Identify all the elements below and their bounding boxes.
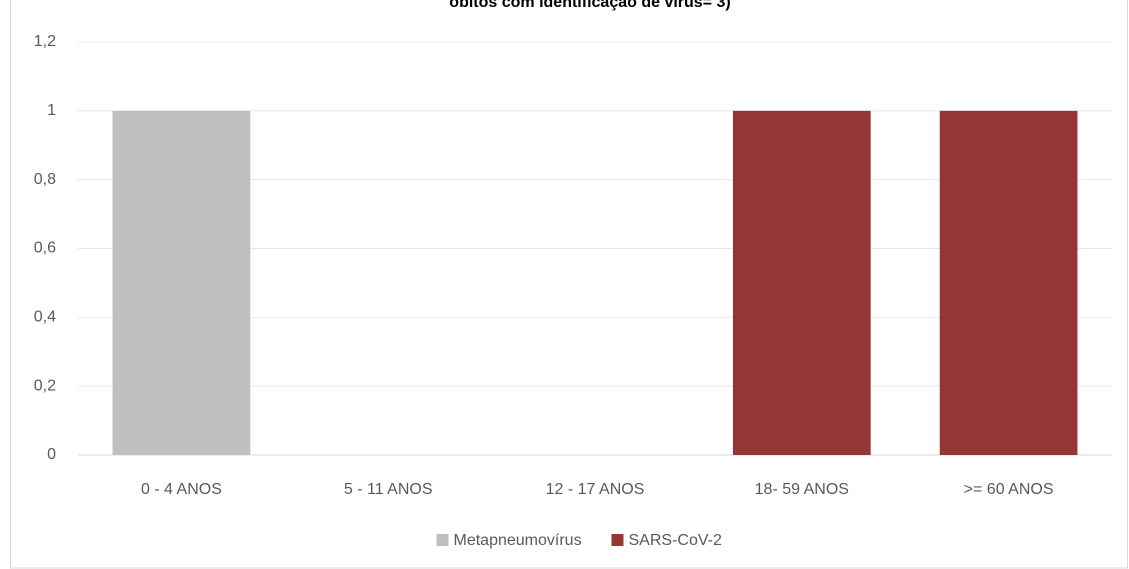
y-tick-label: 0,2	[34, 377, 56, 394]
y-tick-label: 0,4	[34, 309, 56, 326]
bar	[732, 110, 871, 455]
x-tick-label: 18- 59 ANOS	[755, 481, 849, 498]
legend-swatch	[611, 534, 624, 546]
y-tick-label: 1,2	[34, 33, 56, 50]
y-tick-label: 0	[47, 446, 56, 463]
x-tick-label: >= 60 ANOS	[964, 481, 1054, 498]
chart-title: óbitos com identificação de vírus= 3)	[449, 0, 730, 11]
bar	[112, 110, 251, 455]
x-tick-label: 12 - 17 ANOS	[546, 481, 645, 498]
y-tick-label: 0,6	[34, 240, 56, 257]
legend-label: Metapneumovírus	[454, 532, 582, 549]
x-tick-label: 0 - 4 ANOS	[141, 481, 222, 498]
bar	[939, 110, 1078, 455]
legend-swatch	[436, 534, 449, 546]
y-tick-label: 1	[47, 102, 56, 119]
legend-label: SARS-CoV-2	[629, 532, 722, 549]
x-tick-label: 5 - 11 ANOS	[344, 481, 433, 498]
y-tick-label: 0,8	[34, 171, 56, 188]
